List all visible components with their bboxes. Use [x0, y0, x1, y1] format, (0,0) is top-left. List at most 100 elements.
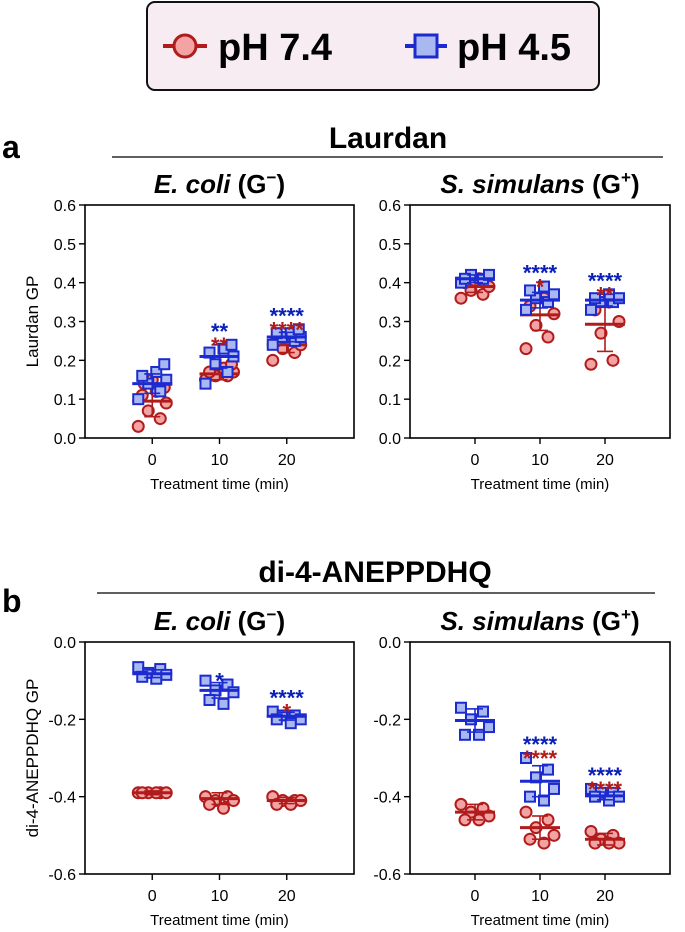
x-tick-label: 20: [278, 452, 296, 469]
y-axis-label: di-4-ANEPPDHQ GP: [23, 679, 42, 838]
y-tick-label: 0.6: [379, 198, 401, 215]
data-point-ph74: [541, 813, 555, 827]
data-point-ph45: [548, 782, 560, 795]
y-tick-label: 0.0: [54, 635, 76, 652]
significance-stars-ph74: ****: [588, 777, 623, 802]
data-point-ph74: [584, 824, 598, 838]
significance-stars-ph74: ****: [523, 746, 558, 771]
panel-title-di4: di-4-ANEPPDHQ: [258, 556, 491, 589]
x-tick-label: 0: [148, 452, 157, 469]
data-point-ph45: [150, 365, 163, 378]
legend-marker-ph45: [413, 33, 439, 59]
y-tick-label: 0.0: [54, 431, 76, 448]
x-tick-label: 0: [471, 888, 480, 905]
y-tick-label: -0.6: [48, 867, 76, 884]
x-tick-label: 10: [531, 452, 549, 469]
chart-3: E. coli (G−) -0.6 -0.4 -0.2 0.0 0 10 20 Treatmen…: [23, 605, 355, 929]
data-point-ph45: [520, 303, 532, 316]
data-point-ph45: [136, 369, 149, 382]
data-point-ph74: [541, 330, 555, 344]
significance-stars-ph45: *: [215, 669, 224, 694]
x-tick-label: 20: [596, 452, 614, 469]
data-point-ph74: [547, 828, 561, 842]
data-point-ph45: [284, 717, 297, 730]
data-point-ph45: [154, 385, 167, 398]
panel-letter-a: a: [2, 129, 20, 165]
data-point-ph45: [221, 365, 234, 378]
chart-2: S. simulans (G+) 0.0 0.1 0.2 0.3 0.4 0.5 0.6 0 10…: [379, 168, 671, 493]
data-point-ph45: [199, 674, 212, 687]
x-tick-label: 0: [148, 888, 157, 905]
y-tick-label: -0.6: [373, 867, 401, 884]
data-point-ph45: [459, 728, 471, 741]
y-tick-label: 0.1: [379, 392, 401, 409]
panel-letter-b: b: [2, 583, 22, 619]
y-tick-label: 0.3: [54, 315, 76, 332]
y-tick-label: 0.4: [54, 276, 76, 293]
data-point-ph45: [266, 338, 279, 351]
data-point-ph74: [584, 357, 598, 371]
significance-stars-ph74: **: [596, 282, 614, 307]
data-point-ph74: [454, 797, 468, 811]
data-point-ph74: [519, 342, 533, 356]
y-tick-label: 0.1: [54, 392, 76, 409]
y-tick-label: 0.2: [379, 353, 401, 370]
y-tick-label: 0.6: [54, 198, 76, 215]
data-point-ph45: [477, 705, 489, 718]
data-point-ph74: [454, 291, 468, 305]
data-point-ph45: [613, 292, 625, 305]
y-tick-label: 0.4: [379, 276, 401, 293]
data-point-ph45: [199, 377, 212, 390]
data-point-ph45: [483, 721, 495, 734]
significance-stars-ph45: ****: [523, 732, 558, 757]
x-axis-label: Treatment time (min): [471, 476, 610, 493]
chart-title: S. simulans (G+): [440, 605, 639, 636]
data-point-ph45: [589, 292, 601, 305]
y-tick-label: 0.5: [379, 237, 401, 254]
data-point-ph45: [538, 794, 550, 807]
data-point-ph74: [266, 353, 280, 367]
chart-1: E. coli (G−) 0.0 0.1 0.2 0.3 0.4 0.5 0.6 0 10 20 Tr…: [23, 168, 355, 493]
significance-stars-ph45: ****: [588, 763, 623, 788]
data-point-ph45: [132, 393, 145, 406]
data-point-ph45: [473, 728, 485, 741]
chart-title: E. coli (G−): [154, 605, 285, 636]
data-point-ph45: [158, 358, 171, 371]
x-tick-label: 20: [596, 888, 614, 905]
data-point-ph45: [217, 697, 230, 710]
legend-label-ph74: pH 7.4: [218, 27, 332, 69]
data-point-ph74: [594, 326, 608, 340]
data-point-ph74: [153, 412, 167, 426]
y-tick-label: -0.4: [48, 790, 76, 807]
legend-label-ph45: pH 4.5: [457, 27, 571, 69]
significance-stars-ph45: ****: [588, 268, 623, 293]
legend: pH 7.4 pH 4.5: [146, 1, 600, 91]
panel-title-laurdan: Laurdan: [329, 122, 447, 155]
x-tick-label: 10: [211, 888, 229, 905]
x-tick-label: 20: [278, 888, 296, 905]
data-point-ph45: [455, 701, 467, 714]
x-axis-label: Treatment time (min): [150, 912, 289, 929]
data-point-ph74: [131, 419, 145, 433]
data-point-ph45: [209, 358, 222, 371]
significance-stars-ph45: **: [211, 319, 229, 344]
x-axis-label: Treatment time (min): [471, 912, 610, 929]
significance-stars-ph74: *: [282, 700, 291, 725]
legend-marker-ph74: [172, 33, 198, 59]
x-axis-label: Treatment time (min): [150, 476, 289, 493]
data-point-ph45: [132, 661, 145, 674]
significance-stars-ph45: ****: [270, 686, 305, 711]
significance-stars-ph45: ****: [270, 303, 305, 328]
significance-stars-ph74: ****: [270, 317, 305, 342]
y-tick-label: 0.5: [54, 237, 76, 254]
data-point-ph74: [217, 801, 230, 815]
data-point-ph74: [519, 805, 533, 819]
data-point-ph45: [585, 303, 597, 316]
data-point-ph74: [227, 794, 240, 808]
data-point-ph45: [524, 284, 536, 297]
chart-title: S. simulans (G+): [440, 168, 639, 199]
data-point-ph45: [203, 694, 216, 706]
x-tick-label: 10: [211, 452, 229, 469]
y-tick-label: 0.2: [54, 353, 76, 370]
data-point-ph74: [606, 353, 620, 367]
